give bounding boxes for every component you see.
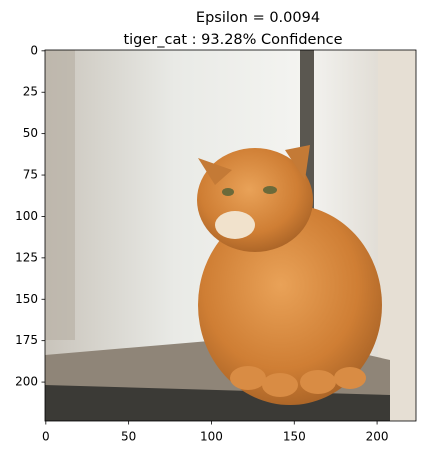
y-tick-label: 150 bbox=[15, 292, 38, 306]
x-tick-label: 200 bbox=[366, 430, 389, 444]
x-tick-label: 100 bbox=[200, 430, 223, 444]
y-tick-label: 175 bbox=[15, 333, 38, 347]
y-tick-label: 25 bbox=[23, 85, 38, 99]
title-line: tiger_cat : 93.28% Confidence bbox=[123, 32, 342, 48]
y-tick-label: 0 bbox=[30, 43, 38, 57]
image bbox=[45, 50, 416, 421]
x-tick-label: 0 bbox=[42, 430, 50, 444]
title-line: Epsilon = 0.0094 bbox=[196, 10, 320, 26]
y-tick-label: 50 bbox=[23, 126, 38, 140]
axes-frame bbox=[44, 49, 417, 422]
y-tick-label: 75 bbox=[23, 168, 38, 182]
x-tick-label: 50 bbox=[121, 430, 136, 444]
x-tick-label: 150 bbox=[283, 430, 306, 444]
y-tick-label: 125 bbox=[15, 250, 38, 264]
y-tick-label: 100 bbox=[15, 209, 38, 223]
y-tick-label: 200 bbox=[15, 375, 38, 389]
